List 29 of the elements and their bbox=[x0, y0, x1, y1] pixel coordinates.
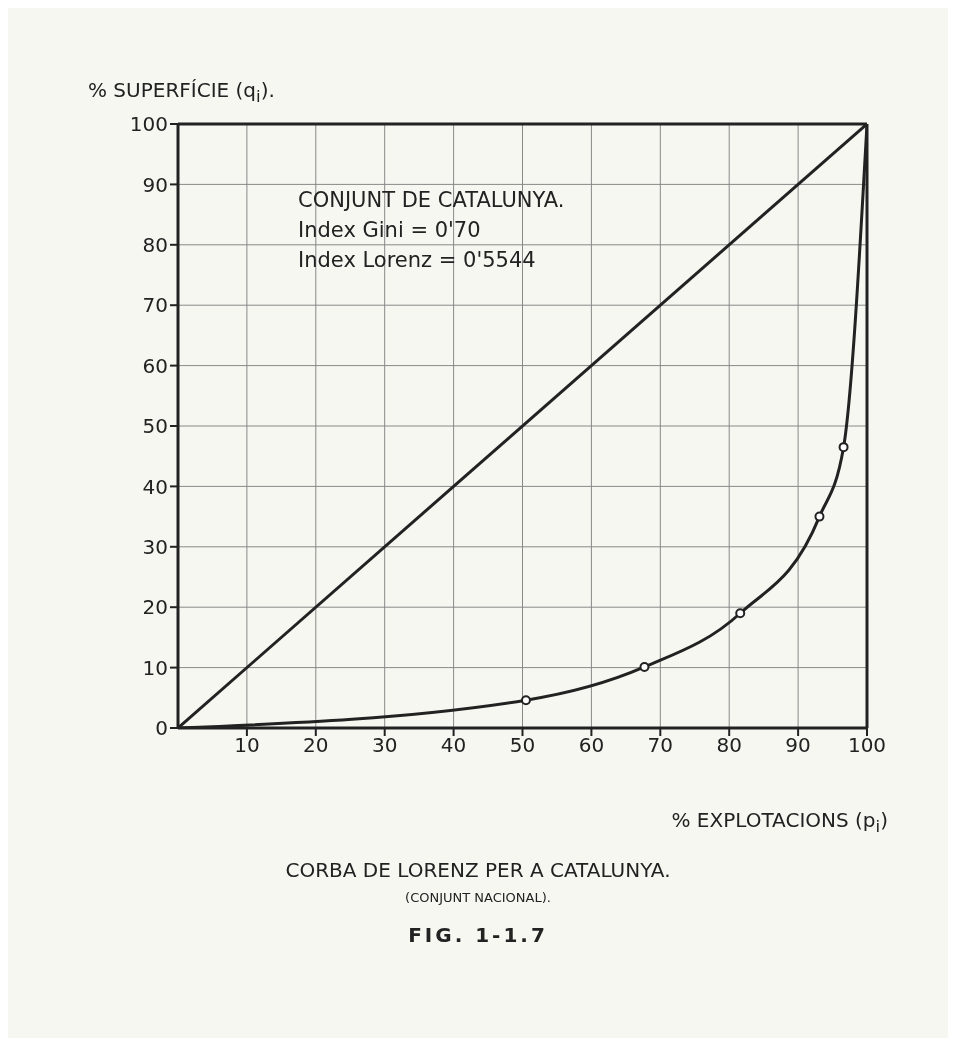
x-tick-label: 80 bbox=[716, 733, 742, 758]
y-tick-label: 80 bbox=[142, 232, 168, 257]
x-tick-label: 50 bbox=[509, 733, 536, 758]
x-tick-label: 30 bbox=[371, 733, 398, 758]
x-tick-label: 60 bbox=[578, 733, 605, 758]
text: CORBA DE LORENZ PER A CATALUNYA. bbox=[284, 858, 672, 882]
y-tick-label: 0 bbox=[155, 716, 168, 741]
x-tick-label: 20 bbox=[303, 733, 329, 758]
y-tick-label: 10 bbox=[142, 655, 168, 680]
caption: FIG. 1-1.7 bbox=[407, 923, 549, 947]
x-tick-label: 100 bbox=[847, 733, 887, 758]
y-tick-label: 20 bbox=[142, 595, 168, 620]
y-tick-label: 60 bbox=[142, 353, 168, 378]
y-tick-label: 30 bbox=[142, 534, 168, 559]
y-tick-label: 70 bbox=[142, 293, 168, 318]
y-axis-title: % SUPERFÍCIE (q$_{i}$). bbox=[88, 78, 275, 106]
y-tick-label: 50 bbox=[142, 414, 168, 439]
x-tick-label: 90 bbox=[785, 733, 811, 758]
x-axis-title: % EXPLOTACIONS (p$_{i}$) bbox=[671, 808, 888, 836]
text: (CONJUNT NACIONAL). bbox=[404, 890, 552, 905]
x-tick-label: 70 bbox=[647, 733, 674, 758]
annotation: Index Gini = 0'70 bbox=[298, 218, 481, 242]
annotation: Index Lorenz = 0'5544 bbox=[298, 248, 536, 272]
y-tick-label: 90 bbox=[142, 172, 168, 197]
x-tick-label: 10 bbox=[234, 733, 260, 758]
x-tick-label: 40 bbox=[440, 733, 467, 758]
annotation: CONJUNT DE CATALUNYA. bbox=[298, 188, 565, 212]
y-tick-label: 100 bbox=[129, 112, 168, 137]
y-tick-label: 40 bbox=[142, 474, 168, 499]
